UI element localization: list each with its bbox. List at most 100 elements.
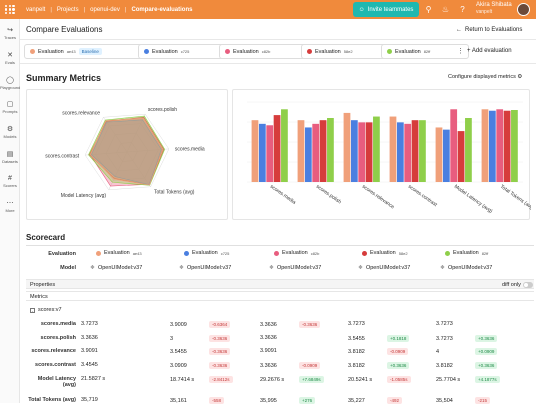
sidebar-item-more[interactable]: ⋯ More: [0, 200, 20, 213]
metric-cell: 3 -0.3636: [170, 335, 231, 342]
properties-label: Properties: [30, 282, 56, 288]
user-menu[interactable]: Akira Shibata vanpelt: [476, 2, 512, 16]
bar[interactable]: [404, 123, 412, 182]
sidebar-item-models[interactable]: ⚙ Models: [0, 126, 20, 139]
bar[interactable]: [435, 127, 443, 182]
invite-teammates-button[interactable]: ☺ Invite teammates: [353, 2, 419, 17]
bar[interactable]: [396, 122, 404, 182]
metric-value: 3.7273: [436, 321, 453, 327]
bar[interactable]: [358, 122, 366, 182]
breadcrumb-entity[interactable]: vanpelt: [26, 6, 46, 13]
breadcrumb-project[interactable]: openui-dev: [90, 6, 120, 13]
sidebar-item-evals[interactable]: ✕ Evals: [0, 52, 20, 65]
bar[interactable]: [258, 123, 266, 182]
breadcrumb-separator-icon: |: [83, 6, 86, 13]
evaluation-header-label: Evaluation: [192, 250, 218, 256]
bar[interactable]: [251, 120, 259, 182]
bar[interactable]: [297, 120, 305, 182]
metric-diff-badge: +0.3636: [475, 335, 498, 342]
evaluation-header-row: Evaluation Evaluation ae43 Evaluation c7…: [26, 249, 534, 261]
app-logo-icon[interactable]: [0, 0, 20, 19]
radar-axis-label: scores.relevance: [62, 110, 100, 116]
bar[interactable]: [304, 127, 312, 182]
sidebar-item-datasets[interactable]: ▤ Datasets: [0, 151, 20, 164]
bar[interactable]: [273, 115, 281, 182]
radar-axis-label: Model Latency (avg): [61, 193, 107, 199]
bar[interactable]: [312, 123, 320, 182]
bar-category-label: scores.media: [269, 184, 297, 206]
metric-cell: 21.5827 s: [81, 376, 117, 382]
bar[interactable]: [511, 110, 518, 182]
radar-chart: scores.polish scores.media Total Tokens (a…: [45, 107, 205, 199]
model-row-label: Model: [60, 265, 76, 271]
kebab-menu-icon[interactable]: ⋮: [457, 48, 464, 55]
model-cell[interactable]: ❖ OpenUIModel:v37: [90, 265, 142, 271]
evaluation-header[interactable]: Evaluation c725: [184, 250, 229, 256]
evaluation-header[interactable]: Evaluation 82ff: [445, 250, 488, 256]
model-cell[interactable]: ❖ OpenUIModel:v37: [179, 265, 231, 271]
bell-icon[interactable]: ♨: [441, 5, 450, 14]
radar-series-area: [91, 119, 162, 186]
sidebar-item-traces[interactable]: ↪ Traces: [0, 27, 20, 40]
sidebar-item-playground[interactable]: ◯ Playground: [0, 77, 20, 90]
bar[interactable]: [389, 116, 397, 182]
bar[interactable]: [457, 131, 465, 182]
bar[interactable]: [488, 110, 496, 182]
bar[interactable]: [365, 122, 373, 182]
radar-axis-line: [108, 151, 128, 190]
metric-cell: 18.7414 s -2.8412s: [170, 376, 233, 383]
bar[interactable]: [327, 118, 334, 182]
model-cell[interactable]: ❖ OpenUIModel:v37: [269, 265, 321, 271]
evaluation-header[interactable]: Evaluation 58e2: [362, 250, 408, 256]
sidebar-item-scorers[interactable]: # Scorers: [0, 175, 20, 188]
bar-category-label: Total Tokens (avg): [499, 184, 531, 212]
metric-diff-badge: +0.3636: [387, 362, 410, 369]
metric-cell: 3.8182 +0.3636: [436, 362, 498, 369]
sidebar-item-prompts[interactable]: ▢ Prompts: [0, 101, 20, 114]
bar[interactable]: [442, 129, 450, 182]
playground-icon: ◯: [6, 77, 14, 84]
evaluation-chip[interactable]: Evaluation 82ff ⋮: [381, 44, 469, 59]
search-icon[interactable]: ⚲: [425, 5, 432, 14]
metric-value: 3.3636: [260, 362, 277, 369]
bar[interactable]: [419, 120, 426, 182]
bar[interactable]: [450, 109, 458, 182]
metric-group-row[interactable]: - scores:v7: [26, 306, 534, 316]
diff-only-toggle[interactable]: [523, 282, 533, 288]
metric-value: 3.3636: [260, 321, 277, 328]
model-cell[interactable]: ❖ OpenUIModel:v37: [440, 265, 492, 271]
radar-axis-label: Total Tokens (avg): [154, 190, 195, 196]
bar[interactable]: [319, 120, 327, 182]
avatar[interactable]: [517, 3, 530, 16]
return-to-evaluations-button[interactable]: ← Return to Evaluations: [456, 23, 531, 36]
bar[interactable]: [481, 109, 489, 182]
evaluation-chip[interactable]: Evaluation ae43 Baseline ⋮: [24, 44, 148, 59]
bar[interactable]: [373, 116, 380, 182]
evaluation-hash: c82b: [261, 49, 271, 54]
bar[interactable]: [411, 120, 419, 182]
bar[interactable]: [281, 109, 288, 182]
add-evaluation-button[interactable]: + Add evaluation: [467, 48, 512, 54]
help-icon[interactable]: ?: [460, 5, 465, 14]
evaluation-header[interactable]: Evaluation c82b: [274, 250, 319, 256]
bar[interactable]: [496, 109, 504, 182]
breadcrumb-separator-icon: |: [50, 6, 52, 13]
metric-cell: 3.8182 -0.0909: [348, 348, 409, 355]
metric-cell: 4 +0.0909: [436, 348, 498, 355]
bar[interactable]: [343, 112, 351, 182]
bar[interactable]: [350, 120, 358, 182]
bar[interactable]: [266, 125, 274, 182]
metric-row: scores.relevance 3.9091 3.5455 -0.3636 3.909…: [26, 347, 534, 359]
configure-metrics-button[interactable]: Configure displayed metrics ⚙: [448, 74, 522, 80]
evaluation-header[interactable]: Evaluation ae43: [96, 250, 142, 256]
bar[interactable]: [503, 110, 511, 182]
collapse-icon[interactable]: -: [30, 307, 35, 313]
model-cell[interactable]: ❖ OpenUIModel:v37: [358, 265, 410, 271]
metric-diff-badge: -0.0909: [299, 362, 321, 369]
breadcrumb-projects[interactable]: Projects: [56, 6, 79, 13]
bar[interactable]: [465, 118, 472, 182]
metric-cell: 25.7704 s +4.1877s: [436, 376, 500, 383]
scorecard-title: Scorecard: [26, 233, 66, 242]
model-icon: ❖: [179, 265, 184, 271]
model-value: OpenUIModel:v37: [97, 265, 143, 271]
